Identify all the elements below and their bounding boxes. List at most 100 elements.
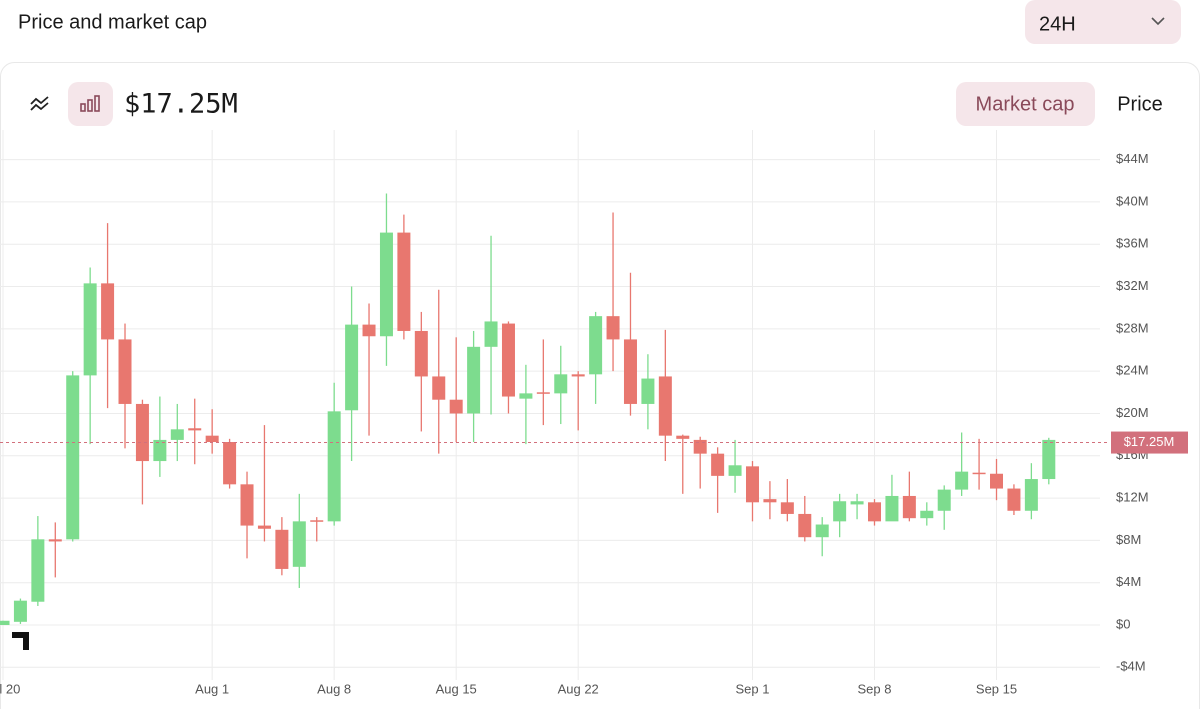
candle <box>745 461 759 522</box>
candle <box>833 493 847 538</box>
candle-body <box>0 620 10 625</box>
candle-body <box>414 330 428 377</box>
candle-body <box>101 283 115 340</box>
candle-chart-button[interactable] <box>68 82 113 126</box>
candle <box>153 396 167 477</box>
candle <box>257 425 271 542</box>
candle <box>205 409 219 454</box>
candle <box>1007 484 1021 515</box>
candle <box>955 432 969 496</box>
y-tick-label: $12M <box>1116 490 1149 505</box>
candle <box>310 517 324 542</box>
candle <box>484 235 498 415</box>
candle <box>589 311 603 404</box>
candle <box>868 499 881 526</box>
y-tick-label: $4M <box>1116 574 1141 589</box>
candle-body <box>955 471 969 490</box>
current-value-label: $17.25M <box>1124 434 1175 449</box>
candle <box>536 339 550 426</box>
candle <box>449 337 463 443</box>
candle-body <box>676 435 690 439</box>
market-cap-button[interactable] <box>956 82 1095 126</box>
candle <box>414 311 428 432</box>
candle <box>1024 463 1038 520</box>
candle <box>641 354 655 430</box>
candle <box>0 620 10 625</box>
market-cap-label: Market cap <box>976 93 1075 115</box>
candle-body <box>990 473 1004 489</box>
y-tick-label: $24M <box>1116 363 1149 378</box>
candle <box>920 502 934 526</box>
x-tick-label: Jul 20 <box>0 681 20 696</box>
candle <box>327 382 341 526</box>
candle <box>815 517 829 557</box>
candle <box>937 485 951 530</box>
candle <box>275 517 289 576</box>
candle-body <box>798 513 812 538</box>
candle <box>658 329 672 462</box>
candle <box>101 223 115 409</box>
candle <box>13 598 27 624</box>
candle <box>118 323 132 449</box>
y-tick-label: $40M <box>1116 193 1149 208</box>
candle <box>780 479 794 522</box>
range-value: 24H <box>1039 13 1076 35</box>
line-chart-icon[interactable] <box>30 96 49 111</box>
candle-body <box>205 435 219 443</box>
candle <box>379 193 393 366</box>
candle-body <box>188 428 202 431</box>
candle <box>188 398 202 465</box>
candle <box>397 214 411 340</box>
candle-body <box>484 321 498 347</box>
candle <box>345 286 359 462</box>
candle-body <box>536 392 550 394</box>
current-value-badge <box>1111 431 1188 454</box>
candle-body <box>13 600 27 622</box>
y-tick-label: -$4M <box>1116 659 1146 674</box>
y-tick-label: $8M <box>1116 532 1141 547</box>
candle <box>1042 437 1056 485</box>
candle <box>66 371 80 542</box>
candle-body <box>589 316 603 375</box>
candle-body <box>223 442 237 485</box>
current-value: $17.25M <box>124 89 238 120</box>
candle <box>990 458 1004 501</box>
candle-body <box>240 484 254 526</box>
candle <box>902 471 916 522</box>
candle-body <box>31 539 45 602</box>
candle-body <box>885 495 899 522</box>
y-tick-label: $44M <box>1116 151 1149 166</box>
candle <box>48 522 62 578</box>
candle-body <box>275 529 289 569</box>
candle <box>728 439 742 493</box>
candle-body <box>868 502 881 522</box>
candle <box>83 267 97 445</box>
candle <box>292 493 306 588</box>
candle-body <box>937 489 951 511</box>
candle <box>362 303 376 436</box>
section-title: Price and market cap <box>18 11 207 33</box>
price-button[interactable]: Price <box>1117 93 1163 115</box>
candle <box>240 471 254 559</box>
candle-body <box>292 521 306 567</box>
candle-body <box>641 378 655 404</box>
candle <box>519 364 533 445</box>
candle-body <box>170 429 184 440</box>
candle <box>606 212 620 372</box>
range-dropdown[interactable] <box>1025 0 1181 44</box>
candle <box>623 272 637 416</box>
candle-body <box>257 525 271 529</box>
candle-body <box>310 520 324 522</box>
candle-body <box>763 499 777 503</box>
candle-body <box>449 399 463 414</box>
candle-body <box>554 374 568 394</box>
candle-body <box>362 324 376 337</box>
candle-body <box>345 324 359 411</box>
candle-body <box>501 323 515 397</box>
candle-body <box>432 376 446 400</box>
candle-body <box>833 501 847 522</box>
candle-body <box>780 502 794 514</box>
candle <box>501 321 515 414</box>
x-tick-label: Sep 1 <box>735 681 769 696</box>
candle-body <box>467 346 481 414</box>
